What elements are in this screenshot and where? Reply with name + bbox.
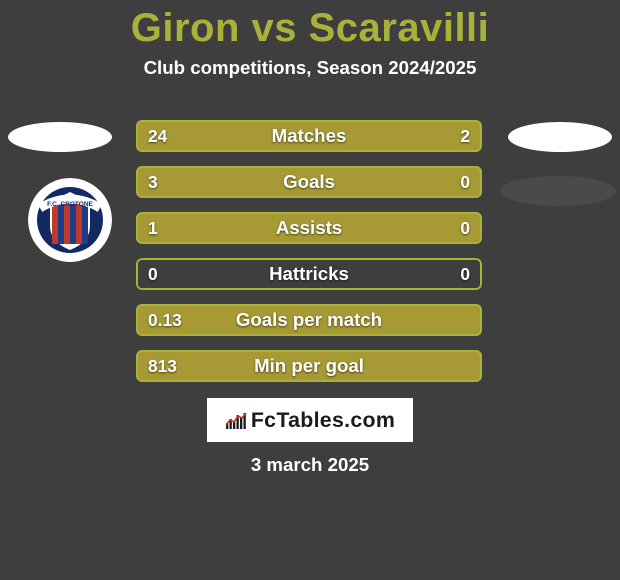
- stat-label: Hattricks: [136, 258, 482, 290]
- stat-label: Goals: [136, 166, 482, 198]
- club-crest: F.C. CROTONE: [28, 178, 112, 262]
- stat-value-left: 1: [136, 212, 170, 244]
- stat-label: Assists: [136, 212, 482, 244]
- infographic-root: Giron vs Scaravilli Club competitions, S…: [0, 0, 620, 580]
- stat-row: Hattricks0 0: [136, 258, 482, 290]
- stat-row: Min per goal813: [136, 350, 482, 382]
- stat-value-left: 813: [136, 350, 189, 382]
- stat-value-right: 0: [448, 258, 482, 290]
- stat-row: Goals per match0.13: [136, 304, 482, 336]
- footer-date: 3 march 2025: [0, 454, 620, 476]
- page-title: Giron vs Scaravilli: [0, 0, 620, 51]
- stat-value-left: 0.13: [136, 304, 194, 336]
- club-crest-svg: F.C. CROTONE: [28, 178, 112, 262]
- stat-label: Matches: [136, 120, 482, 152]
- stat-value-right: 2: [448, 120, 482, 152]
- placeholder-ellipse-right-2: [500, 176, 616, 206]
- stat-value-left: 24: [136, 120, 179, 152]
- brand-chart-icon: [225, 411, 247, 429]
- stat-value-left: 0: [136, 258, 170, 290]
- stat-value-left: 3: [136, 166, 170, 198]
- svg-text:F.C. CROTONE: F.C. CROTONE: [47, 201, 93, 208]
- stat-value-right: 0: [448, 212, 482, 244]
- stat-row: Goals3 0: [136, 166, 482, 198]
- page-subtitle: Club competitions, Season 2024/2025: [0, 57, 620, 79]
- comparison-bars: Matches242Goals30Assists10Hattricks00Goa…: [136, 120, 482, 396]
- brand-badge: FcTables.com: [207, 398, 413, 442]
- placeholder-ellipse-top-left: [8, 122, 112, 152]
- brand-text: FcTables.com: [251, 408, 395, 433]
- stat-row: Assists1 0: [136, 212, 482, 244]
- placeholder-ellipse-top-right: [508, 122, 612, 152]
- stat-row: Matches24 2: [136, 120, 482, 152]
- stat-value-right: 0: [448, 166, 482, 198]
